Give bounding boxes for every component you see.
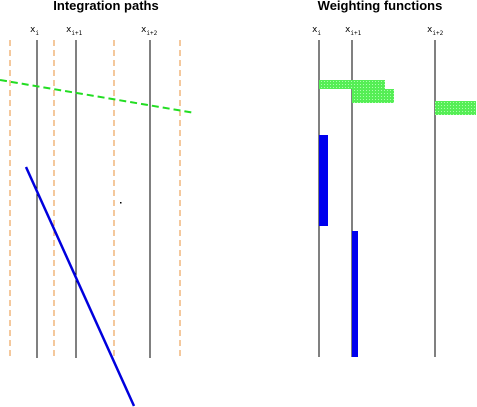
blue-weight-bar-xi1: [352, 231, 358, 357]
integration-paths-panel: Integration paths xi xi+1 xi+2: [0, 0, 196, 407]
green-weight-bar-xi2: [435, 101, 476, 115]
label-xi2-left: xi+2: [141, 25, 158, 37]
blue-weights: [319, 135, 358, 357]
cell-boundaries: [9, 40, 181, 357]
blue-weight-bar-xi: [319, 135, 328, 226]
integration-paths-title: Integration paths: [53, 0, 158, 13]
weighting-functions-panel: Weighting functions xi xi+1 xi+2: [312, 0, 476, 357]
green-weight-bar-xi: [319, 80, 385, 89]
label-xi-left: xi: [30, 25, 39, 37]
label-xi-right: xi: [312, 25, 321, 37]
green-integration-path: [0, 79, 196, 114]
weighting-functions-title: Weighting functions: [318, 0, 443, 13]
stray-dot: [120, 202, 122, 204]
label-xi2-right: xi+2: [427, 25, 444, 37]
label-xi1-right: xi+1: [345, 25, 362, 37]
green-weight-bar-xi1: [352, 89, 394, 103]
label-xi1-left: xi+1: [66, 25, 83, 37]
green-weights: [319, 80, 476, 115]
blue-integration-path: [24, 166, 136, 407]
